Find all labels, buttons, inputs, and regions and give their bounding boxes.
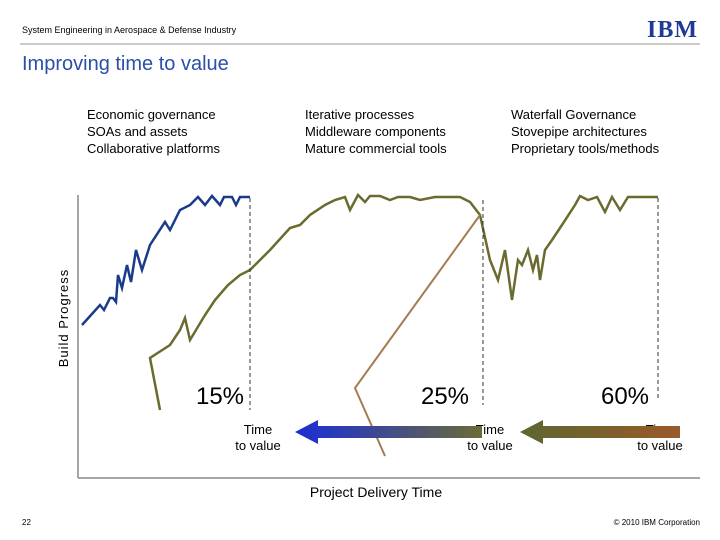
column-text: Economic governance xyxy=(87,107,216,122)
column-text: Collaborative platforms xyxy=(87,141,220,156)
columns: Economic governance SOAs and assets Collab… xyxy=(87,107,683,453)
time-caption: Time xyxy=(244,422,272,437)
column-text: Stovepipe architectures xyxy=(511,124,647,139)
curve-iterative xyxy=(148,192,658,411)
arrow xyxy=(520,420,680,444)
x-axis-label: Project Delivery Time xyxy=(310,484,442,500)
header-subtitle: System Engineering in Aerospace & Defens… xyxy=(22,25,237,35)
slide-title: Improving time to value xyxy=(22,53,229,75)
column-text: Middleware components xyxy=(305,124,446,139)
column-text: Iterative processes xyxy=(305,107,415,122)
curve-collaborative xyxy=(81,194,250,326)
column-text: Waterfall Governance xyxy=(511,107,636,122)
percent: 60% xyxy=(601,383,649,410)
time-caption: to value xyxy=(467,438,513,453)
time-caption: to value xyxy=(637,438,683,453)
logo: IBM xyxy=(647,17,698,43)
percent: 25% xyxy=(421,383,469,410)
column-text: Proprietary tools/methods xyxy=(511,141,660,156)
time-caption: to value xyxy=(235,438,281,453)
curve-waterfall xyxy=(353,214,481,457)
percent: 15% xyxy=(196,383,244,410)
y-axis-label: Build Progress xyxy=(56,269,71,368)
column-text: Mature commercial tools xyxy=(305,141,447,156)
copyright: © 2010 IBM Corporation xyxy=(614,518,700,527)
time-caption: Time xyxy=(476,422,504,437)
arrow xyxy=(295,420,482,444)
page-number: 22 xyxy=(22,518,31,527)
column-text: SOAs and assets xyxy=(87,124,188,139)
